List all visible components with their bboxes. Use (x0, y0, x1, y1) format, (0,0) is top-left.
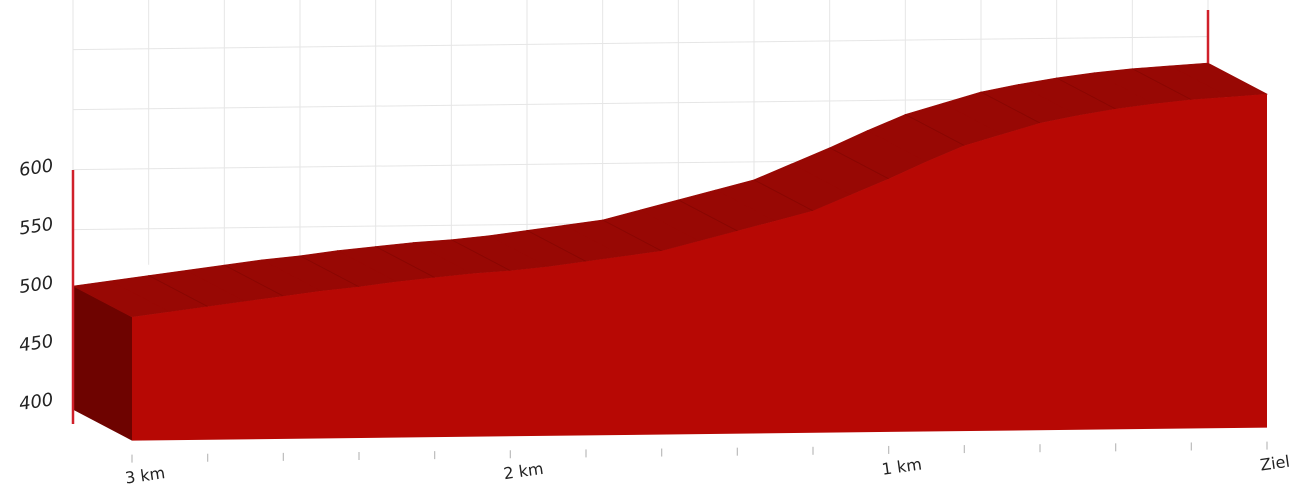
x-tick-label: 3 km (124, 463, 166, 487)
y-tick-label: 400 (18, 389, 55, 415)
y-tick-label: 600 (18, 155, 55, 181)
grid-line-h-700 (73, 37, 1208, 50)
x-axis: 3 km 2 km 1 km Ziel (124, 442, 1291, 488)
y-tick-label: 550 (18, 214, 55, 240)
x-tick-label: 1 km (881, 454, 923, 478)
x-tick-label: 2 km (502, 459, 544, 483)
x-tick-label: Ziel (1259, 452, 1291, 475)
y-tick-label: 500 (18, 272, 55, 298)
y-tick-label: 450 (18, 331, 55, 357)
